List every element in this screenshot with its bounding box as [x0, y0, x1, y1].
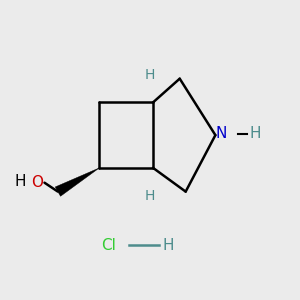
- Text: H: H: [145, 68, 155, 82]
- Text: H: H: [15, 174, 26, 189]
- Text: H: H: [162, 238, 174, 253]
- Text: Cl: Cl: [101, 238, 116, 253]
- Text: O: O: [31, 175, 43, 190]
- Text: H: H: [250, 126, 261, 141]
- Text: H: H: [145, 189, 155, 202]
- Polygon shape: [55, 168, 100, 196]
- Text: N: N: [216, 126, 227, 141]
